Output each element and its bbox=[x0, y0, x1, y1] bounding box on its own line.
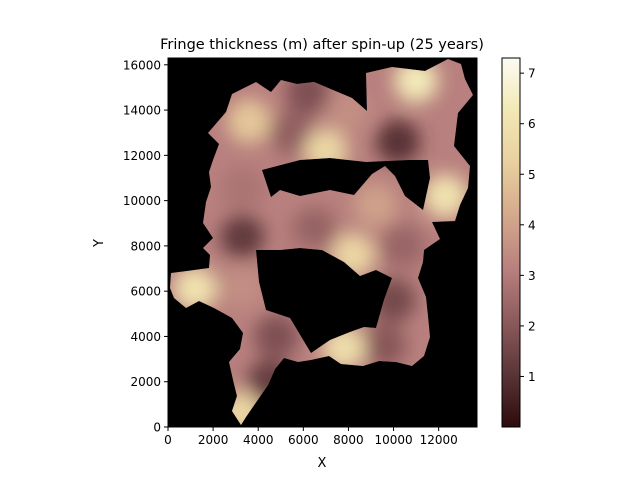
y-axis-label: Y bbox=[92, 239, 107, 248]
colorbar-tick-label: 3 bbox=[528, 269, 536, 283]
plot-frame bbox=[167, 57, 478, 428]
colorbar-tick-label: 7 bbox=[528, 67, 536, 81]
y-tick-label: 6000 bbox=[130, 285, 161, 299]
y-axis-ticks: 0 2000 4000 6000 8000 10000 12000 14000 16000 bbox=[123, 58, 168, 435]
thickness-region-15 bbox=[423, 174, 468, 219]
x-tick-label: 6000 bbox=[288, 433, 319, 447]
colorbar-tick-label: 1 bbox=[528, 370, 536, 384]
thickness-region-2 bbox=[254, 314, 299, 359]
thickness-region-8 bbox=[270, 110, 315, 155]
y-tick-label: 10000 bbox=[123, 194, 161, 208]
y-tick-label: 8000 bbox=[130, 239, 161, 253]
chart-title: Fringe thickness (m) after spin-up (25 y… bbox=[160, 37, 484, 53]
colorbar-tick-label: 2 bbox=[528, 319, 536, 333]
colorbar-ticks: 1 2 3 4 5 6 7 bbox=[520, 67, 536, 384]
y-tick-label: 2000 bbox=[130, 375, 161, 389]
thickness-region-18 bbox=[380, 223, 425, 268]
thickness-region-7 bbox=[227, 99, 272, 144]
x-tick-label: 4000 bbox=[243, 433, 274, 447]
thickness-region-4 bbox=[173, 266, 218, 311]
x-axis-label: X bbox=[318, 456, 327, 471]
colorbar-tick-label: 4 bbox=[528, 218, 536, 232]
colorbar-tick-label: 6 bbox=[528, 117, 536, 131]
thickness-region-14 bbox=[353, 183, 398, 228]
colorbar bbox=[501, 57, 521, 428]
y-tick-label: 12000 bbox=[123, 149, 161, 163]
thickness-region-5 bbox=[220, 214, 265, 259]
x-tick-label: 2000 bbox=[198, 433, 229, 447]
thickness-region-20 bbox=[362, 323, 407, 368]
y-tick-label: 14000 bbox=[123, 104, 161, 118]
x-tick-label: 8000 bbox=[333, 433, 364, 447]
x-tick-label: 10000 bbox=[374, 433, 412, 447]
thickness-region-12 bbox=[376, 119, 421, 164]
thickness-region-3 bbox=[220, 264, 265, 309]
x-axis-ticks: 0 2000 4000 6000 8000 10000 12000 bbox=[164, 427, 458, 447]
y-tick-label: 0 bbox=[153, 421, 161, 435]
y-tick-label: 16000 bbox=[123, 58, 161, 72]
x-tick-label: 0 bbox=[164, 433, 172, 447]
y-tick-label: 4000 bbox=[130, 330, 161, 344]
colorbar-tick-label: 5 bbox=[528, 168, 536, 182]
thickness-region-16 bbox=[292, 208, 337, 253]
x-tick-label: 12000 bbox=[420, 433, 458, 447]
thickness-region-6 bbox=[220, 167, 265, 212]
